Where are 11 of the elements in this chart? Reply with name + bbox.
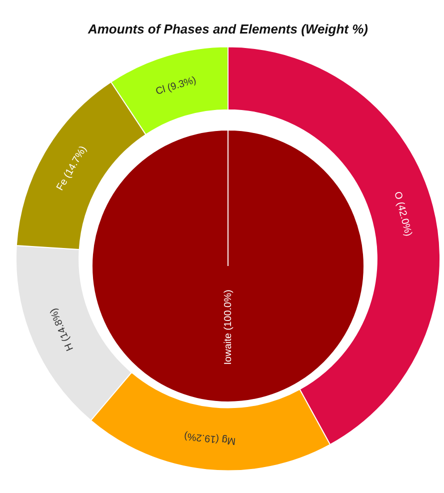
slice-label: Iowaite [222,332,234,365]
data-label: (9.3%) [166,74,198,94]
data-label: (19.2%) [184,430,220,445]
data-label: (42.0%) [394,200,414,238]
chart-title: Amounts of Phases and Elements (Weight %) [86,21,368,36]
slice-label: H [63,341,76,352]
slice-label: O [392,190,404,202]
slice-label: Cl [154,84,167,98]
data-label: (100.0%) [222,290,234,330]
slice-label: Mg [221,434,236,446]
slice-label: Fe [54,176,70,193]
